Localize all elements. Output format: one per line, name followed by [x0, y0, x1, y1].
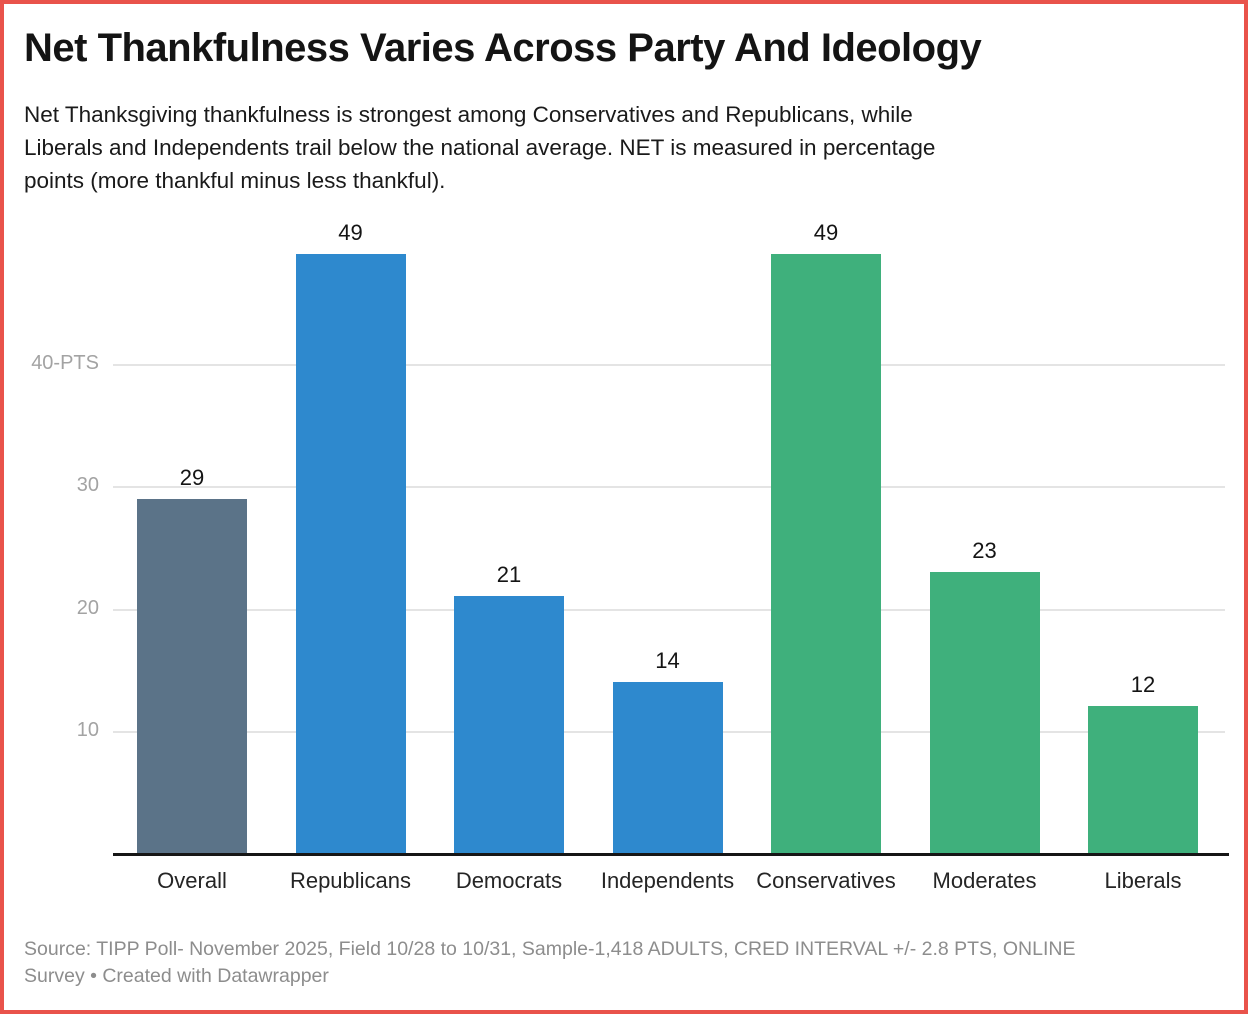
- y-axis-tick-label-10: 10: [76, 718, 99, 741]
- value-label-independents: 14: [655, 647, 680, 673]
- value-label-overall: 29: [179, 464, 205, 490]
- gridline-20: [113, 608, 1225, 611]
- bar-overall: [137, 498, 247, 853]
- bar-moderates: [929, 571, 1040, 853]
- value-label-liberals: 12: [1130, 672, 1156, 698]
- gridline-30: [113, 486, 1225, 489]
- x-axis-label-moderates: Moderates: [932, 868, 1037, 893]
- x-axis-line: [113, 853, 1229, 856]
- y-axis-tick-label-40: 40-PTS: [31, 352, 99, 375]
- bar-republicans: [295, 254, 406, 853]
- value-label-conservatives: 49: [813, 220, 839, 246]
- y-axis-tick-label-30: 30: [76, 474, 99, 497]
- bar-democrats: [454, 596, 564, 853]
- source-note-line-1: Source: TIPP Poll- November 2025, Field …: [24, 938, 1076, 960]
- value-label-moderates: 23: [972, 537, 997, 563]
- bar-independents: [612, 681, 723, 853]
- x-axis-label-democrats: Democrats: [455, 868, 563, 893]
- value-label-republicans: 49: [338, 220, 363, 246]
- bar-liberals: [1088, 706, 1198, 853]
- x-axis-label-independents: Independents: [600, 868, 735, 893]
- chart-plot: 10 20 30 40-PTS 29 Overall 49 Republicans 21 Demo…: [4, 4, 1244, 1010]
- source-note: Source: TIPP Poll- November 2025, Field …: [24, 936, 1076, 990]
- y-axis-tick-label-20: 20: [76, 596, 99, 619]
- bar-conservatives: [771, 254, 881, 853]
- chart-title: Net Thankfulness Varies Across Party And…: [24, 26, 982, 70]
- chart-subtitle-line-2: Liberals and Independents trail below th…: [24, 135, 936, 160]
- chart-subtitle: Net Thanksgiving thankfulness is stronge…: [24, 98, 935, 197]
- source-note-line-2: Survey • Created with Datawrapper: [24, 965, 329, 987]
- x-axis-label-liberals: Liberals: [1104, 868, 1182, 893]
- value-label-democrats: 21: [496, 562, 522, 588]
- x-axis-label-overall: Overall: [157, 868, 227, 893]
- x-axis-label-republicans: Republicans: [289, 868, 412, 893]
- gridline-40: [113, 364, 1225, 367]
- chart-subtitle-line-3: points (more thankful minus less thankfu…: [24, 168, 446, 193]
- x-axis-label-conservatives: Conservatives: [756, 868, 896, 893]
- chart-subtitle-line-1: Net Thanksgiving thankfulness is stronge…: [24, 102, 913, 127]
